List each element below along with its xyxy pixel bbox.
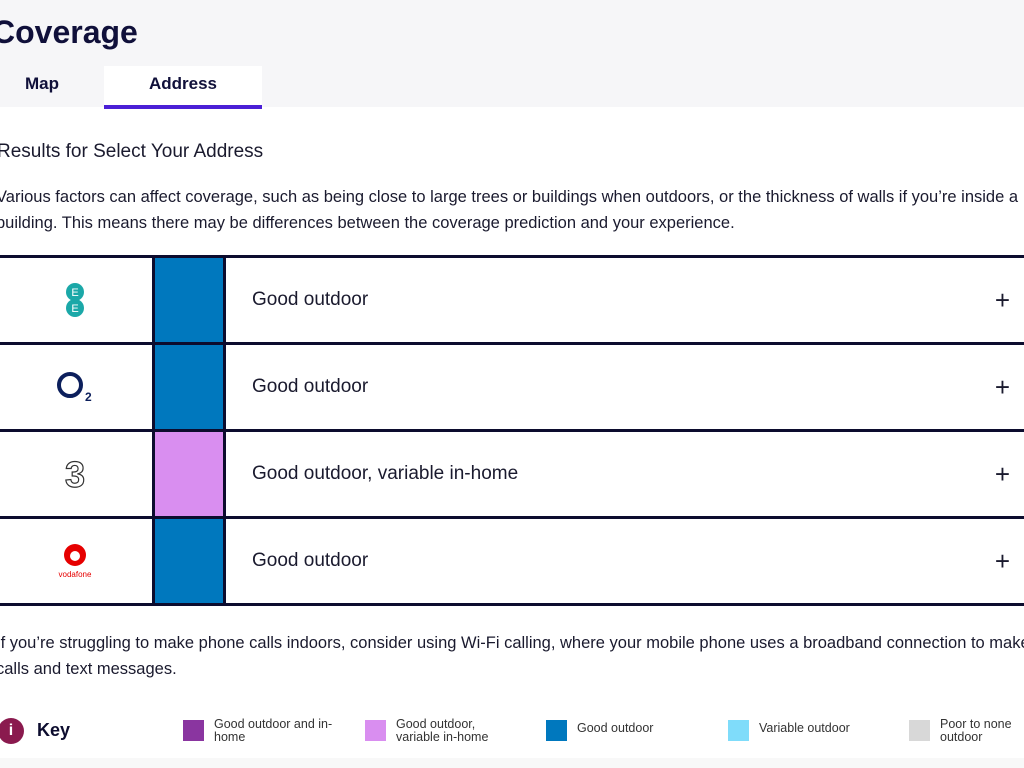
- key-swatch: [365, 720, 386, 741]
- info-icon: i: [0, 718, 24, 744]
- coverage-status: Good outdoor: [252, 376, 369, 397]
- operator-row-vodafone[interactable]: vodafone Good outdoor +: [0, 519, 1024, 606]
- intro-text: Various factors can affect coverage, suc…: [0, 188, 1019, 232]
- key-label: Poor to none outdoor: [940, 717, 1012, 744]
- plus-icon[interactable]: +: [994, 459, 1010, 489]
- key-item: Good outdoor and in-home: [183, 718, 333, 744]
- tab-map[interactable]: Map: [25, 74, 59, 93]
- vodafone-logo: vodafone: [0, 519, 152, 603]
- key-item: Variable outdoor: [728, 718, 878, 741]
- key-title: Key: [37, 720, 71, 740]
- wifi-note: If you’re struggling to make phone calls…: [0, 634, 1024, 678]
- plus-icon[interactable]: +: [994, 546, 1010, 576]
- key-swatch: [183, 720, 204, 741]
- coverage-swatch: [152, 345, 226, 429]
- coverage-status: Good outdoor: [252, 289, 369, 310]
- svg-text:3: 3: [65, 457, 85, 491]
- svg-text:vodafone: vodafone: [59, 570, 92, 579]
- coverage-swatch: [152, 258, 226, 342]
- tab-address[interactable]: Address: [104, 66, 262, 109]
- o2-logo: 2: [0, 345, 152, 429]
- page-header: Coverage Map Address: [0, 0, 1024, 109]
- key-item: Poor to none outdoor: [909, 718, 1021, 744]
- key-label: Good outdoor, variable in-home: [396, 717, 489, 744]
- key-item: Good outdoor: [546, 718, 696, 741]
- key-item: Good outdoor, variable in-home: [365, 718, 515, 744]
- key-label: Good outdoor: [577, 721, 654, 735]
- plus-icon[interactable]: +: [994, 372, 1010, 402]
- key-label: Variable outdoor: [759, 721, 850, 735]
- coverage-swatch: [152, 519, 226, 603]
- key-swatch: [546, 720, 567, 741]
- results-heading: Results for Select Your Address: [0, 141, 264, 162]
- svg-text:E: E: [71, 287, 78, 299]
- footer-strip: [0, 758, 1024, 768]
- three-logo: 3: [0, 432, 152, 516]
- coverage-key: i Key Good outdoor and in-home Good outd…: [0, 712, 1024, 752]
- page-title: Coverage: [0, 14, 138, 50]
- operator-row-three[interactable]: 3 Good outdoor, variable in-home +: [0, 432, 1024, 519]
- key-swatch: [909, 720, 930, 741]
- key-swatch: [728, 720, 749, 741]
- key-label: Good outdoor and in-home: [214, 717, 333, 744]
- svg-text:E: E: [71, 303, 78, 315]
- operator-row-o2[interactable]: 2 Good outdoor +: [0, 345, 1024, 432]
- coverage-status: Good outdoor, variable in-home: [252, 463, 519, 484]
- plus-icon[interactable]: +: [994, 285, 1010, 315]
- coverage-swatch: [152, 432, 226, 516]
- coverage-status: Good outdoor: [252, 550, 369, 571]
- svg-text:2: 2: [85, 390, 92, 404]
